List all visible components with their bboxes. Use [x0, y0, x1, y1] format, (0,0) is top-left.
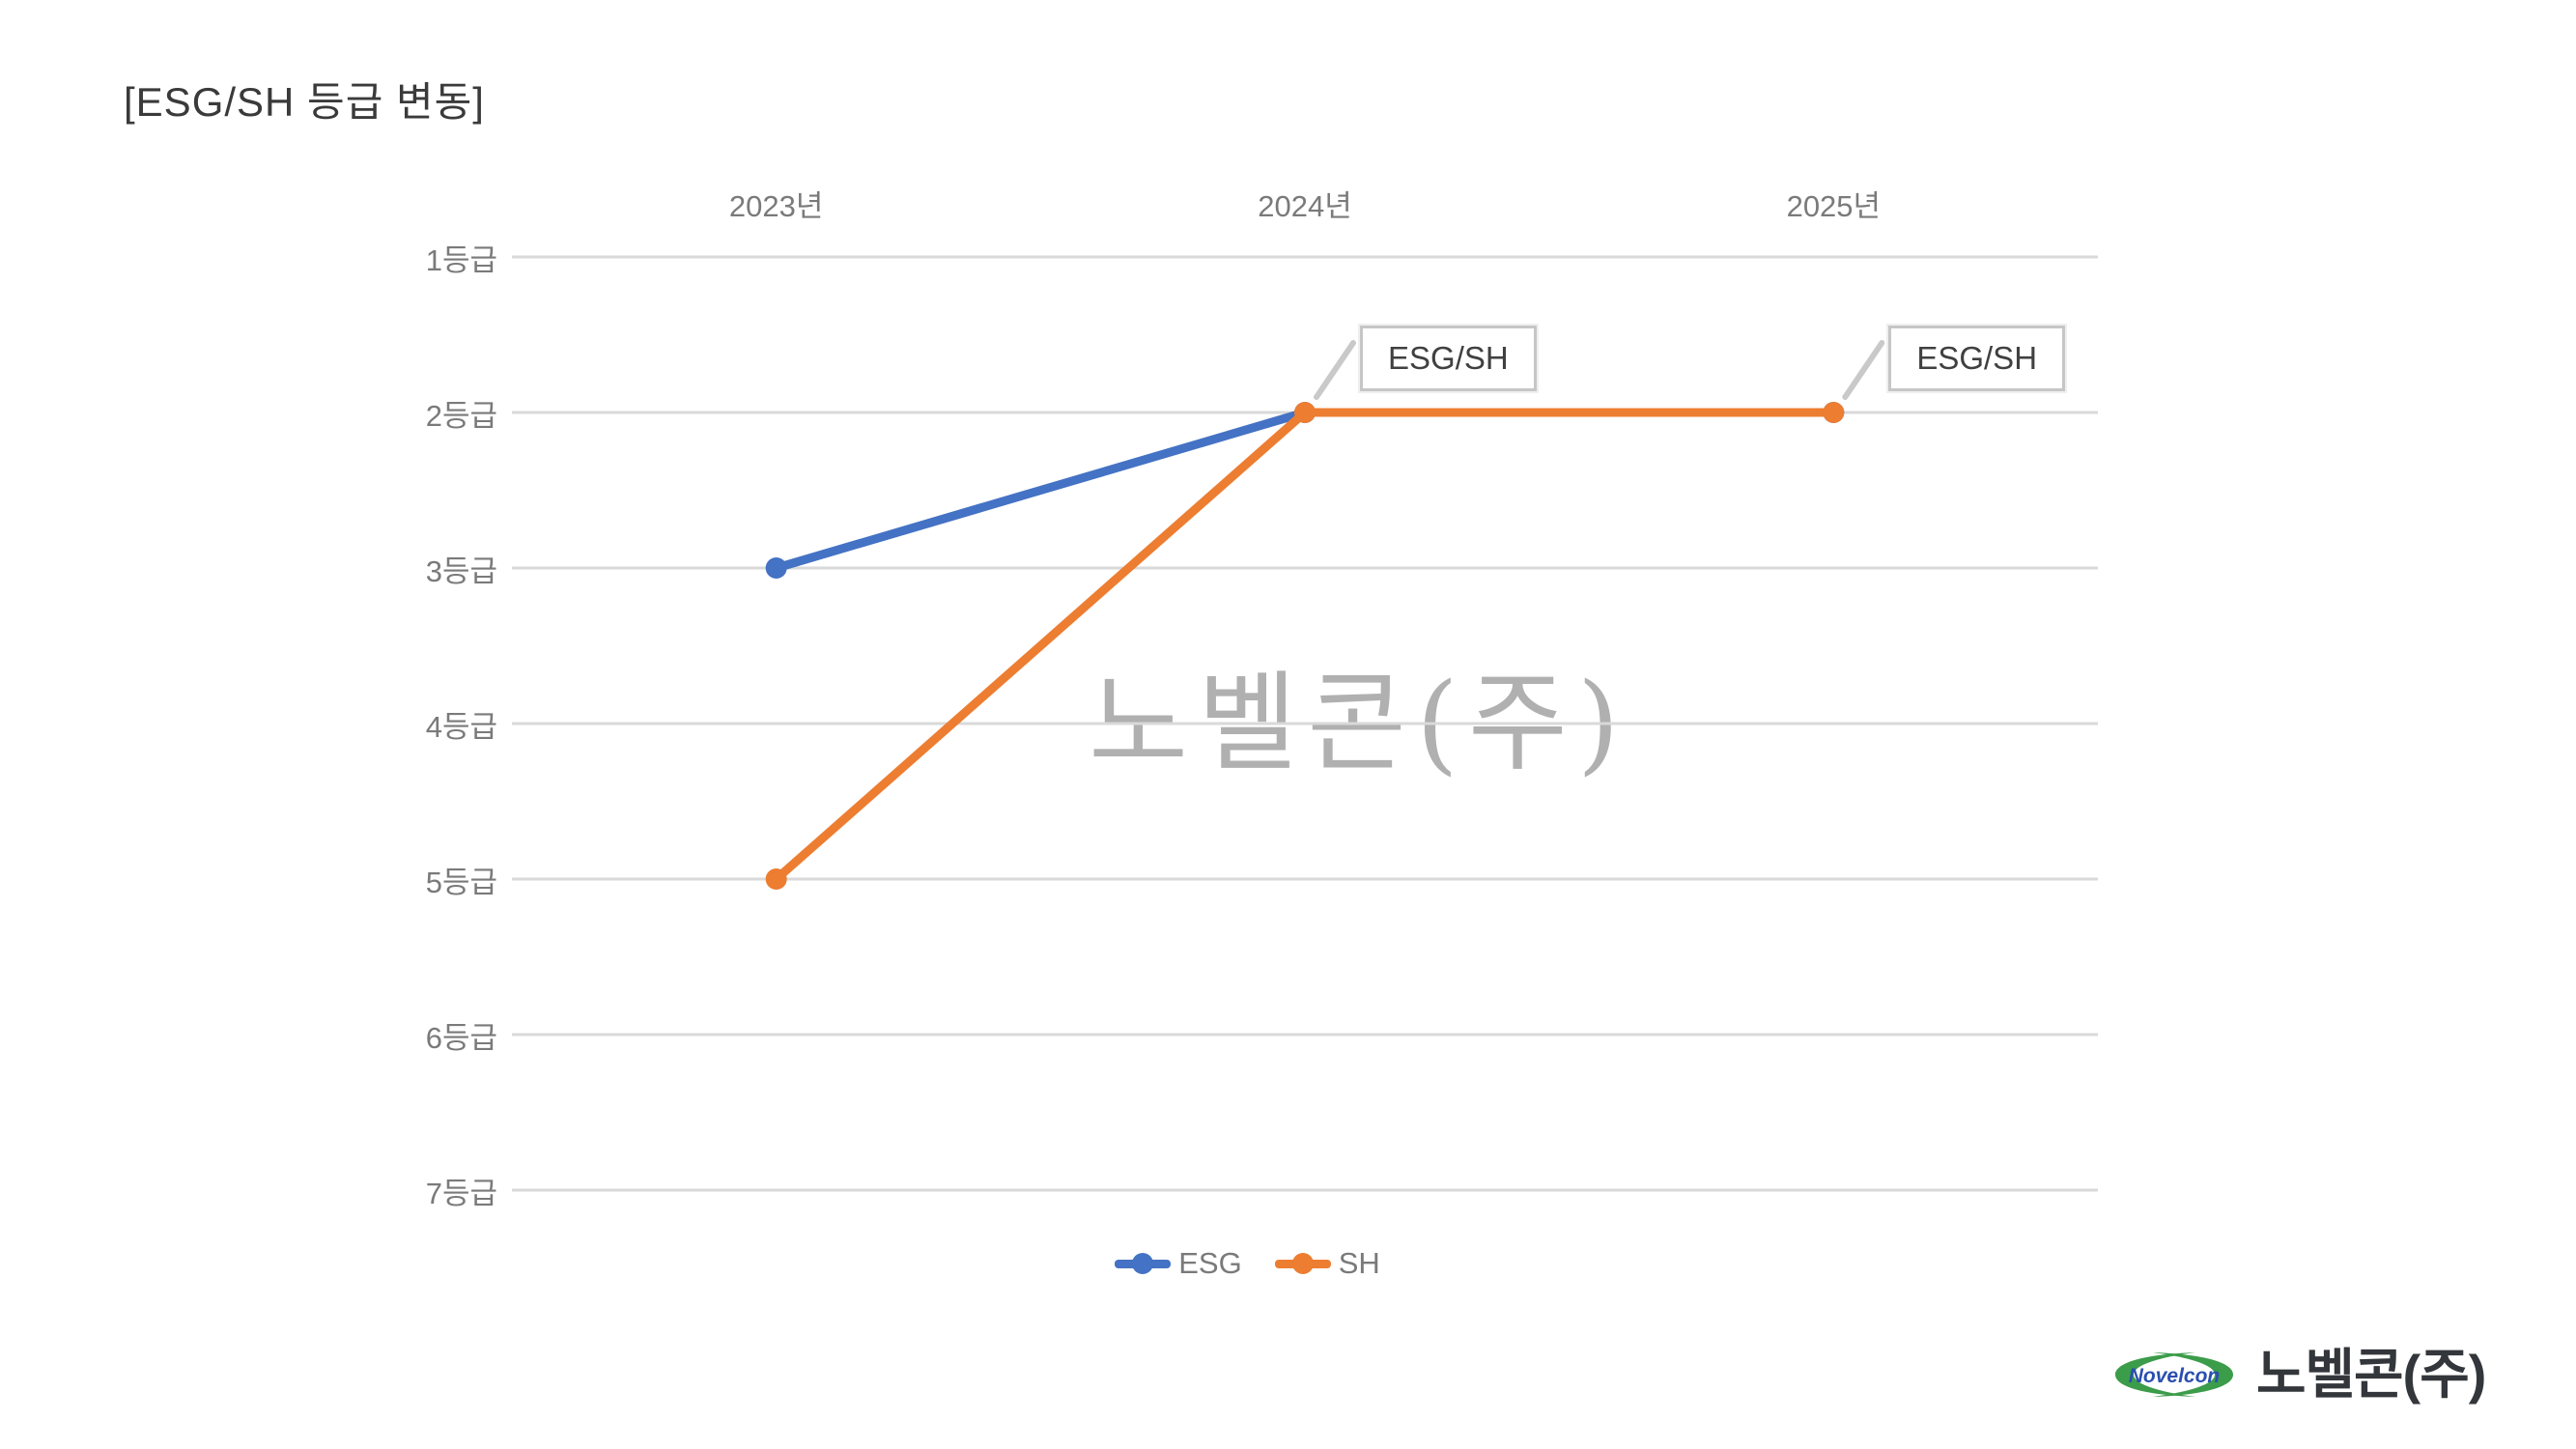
callout-esg-sh-2024: ESG/SH: [1360, 326, 1537, 391]
legend-item-esg: ESG: [1115, 1246, 1242, 1281]
series-line-sh: [772, 408, 1838, 884]
logo-name-ko: 노벨콘(주): [2256, 1344, 2486, 1405]
y-axis-label-grade2: 2등급: [425, 399, 497, 433]
legend-label-esg: ESG: [1178, 1246, 1242, 1280]
chart-legend: ESG SH: [0, 1246, 2495, 1281]
logo-left-crescent: [2115, 1352, 2195, 1397]
company-logo: Novelcon 노벨콘(주): [2102, 1344, 2486, 1405]
y-axis-label-grade4: 4등급: [425, 710, 497, 744]
y-axis-label-grade3: 3등급: [425, 554, 497, 588]
data-point-esg: [765, 557, 787, 579]
y-axis-label-grade1: 1등급: [425, 243, 497, 277]
logo-name-en: Novelcon: [2129, 1365, 2221, 1387]
callout-leader-line: [1842, 340, 1885, 400]
legend-marker-esg-icon: [1115, 1253, 1172, 1274]
data-point-sh: [1294, 402, 1316, 423]
logo-right-crescent: [2153, 1352, 2233, 1397]
x-axis-label-2025: 2025년: [1786, 189, 1882, 223]
legend-marker-sh-icon: [1274, 1253, 1331, 1274]
legend-item-sh: SH: [1274, 1246, 1380, 1281]
series-line-esg: [772, 408, 1838, 573]
callout-label: ESG/SH: [1388, 340, 1509, 376]
legend-label-sh: SH: [1338, 1246, 1380, 1280]
novelcon-logo-icon: Novelcon: [2115, 1352, 2233, 1397]
data-point-sh: [765, 868, 787, 890]
callout-leader-line: [1314, 340, 1356, 400]
data-point-sh: [1823, 402, 1845, 423]
x-axis-label-2024: 2024년: [1258, 189, 1352, 223]
x-axis-label-2023: 2023년: [728, 189, 824, 223]
callout-label: ESG/SH: [1916, 340, 2038, 376]
y-axis-label-grade6: 6등급: [425, 1021, 497, 1055]
y-axis-label-grade5: 5등급: [425, 866, 497, 899]
callout-esg-sh-2025: ESG/SH: [1888, 326, 2066, 391]
y-axis-label-grade7: 7등급: [425, 1177, 497, 1210]
chart-title: [ESG/SH 등급 변동]: [124, 79, 485, 125]
